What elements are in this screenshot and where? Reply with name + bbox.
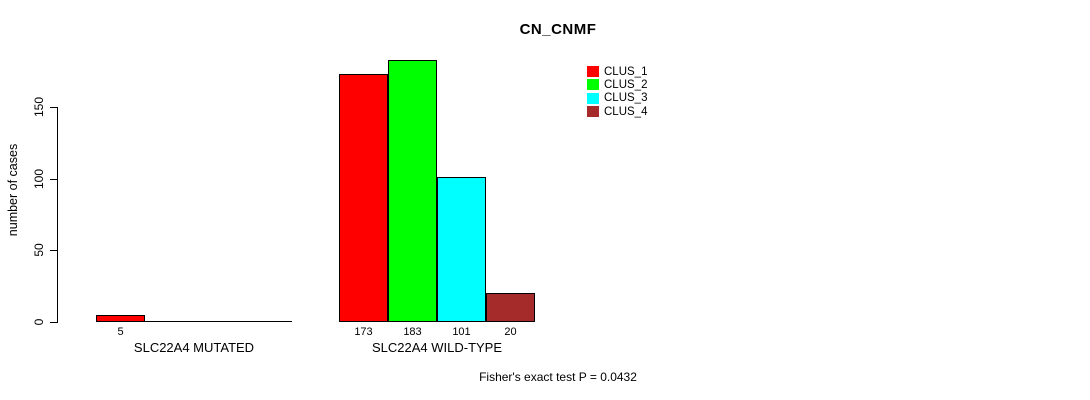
- bar-clus_1-wildtype: [339, 74, 388, 322]
- chart-title: CN_CNMF: [519, 21, 597, 38]
- y-tick-label-0: 0: [32, 318, 46, 326]
- bar-value-label-clus_2-wildtype: 183: [403, 326, 422, 338]
- bar-value-label-clus_3-wildtype: 101: [452, 326, 471, 338]
- x-group-label-mutated: SLC22A4 MUTATED: [133, 340, 255, 355]
- bar-clus_3-mutated: [194, 321, 243, 322]
- legend-swatch-clus3-icon: [587, 92, 599, 104]
- bar-clus_2-wildtype: [388, 60, 437, 322]
- y-tick-mark-1: [50, 250, 58, 252]
- legend-label-clus2: CLUS_2: [604, 78, 648, 91]
- x-group-label-wildtype: SLC22A4 WILD-TYPE: [371, 340, 503, 355]
- legend-label-clus1: CLUS_1: [604, 65, 648, 78]
- bar-value-label-clus_1-mutated: 5: [117, 326, 124, 338]
- y-axis-line: [57, 107, 58, 323]
- bar-clus_3-wildtype: [437, 177, 486, 322]
- fisher-test-annotation: Fisher's exact test P = 0.0432: [479, 370, 637, 384]
- legend: CLUS_1 CLUS_2 CLUS_3 CLUS_4: [587, 65, 647, 118]
- legend-item-clus3: CLUS_3: [587, 92, 647, 105]
- bar-clus_2-mutated: [145, 321, 194, 322]
- bar-clus_1-mutated: [96, 315, 145, 322]
- y-axis-label: number of cases: [6, 143, 20, 237]
- legend-item-clus1: CLUS_1: [587, 65, 647, 78]
- y-tick-mark-2: [50, 178, 58, 180]
- bar-clus_4-mutated: [243, 321, 292, 322]
- legend-label-clus4: CLUS_4: [604, 105, 648, 118]
- legend-swatch-clus2-icon: [587, 79, 599, 91]
- legend-swatch-clus1-icon: [587, 66, 599, 78]
- legend-item-clus4: CLUS_4: [587, 105, 647, 118]
- y-tick-label-1: 50: [32, 243, 46, 257]
- y-tick-label-3: 150: [32, 96, 46, 117]
- legend-label-clus3: CLUS_3: [604, 92, 648, 105]
- legend-swatch-clus4-icon: [587, 106, 599, 118]
- bar-value-label-clus_1-wildtype: 173: [354, 326, 373, 338]
- y-tick-mark-0: [50, 322, 58, 323]
- legend-item-clus2: CLUS_2: [587, 78, 647, 91]
- y-tick-label-2: 100: [32, 168, 46, 189]
- y-tick-mark-3: [50, 106, 58, 108]
- bar-clus_4-wildtype: [486, 293, 535, 322]
- bar-value-label-clus_4-wildtype: 20: [504, 326, 517, 338]
